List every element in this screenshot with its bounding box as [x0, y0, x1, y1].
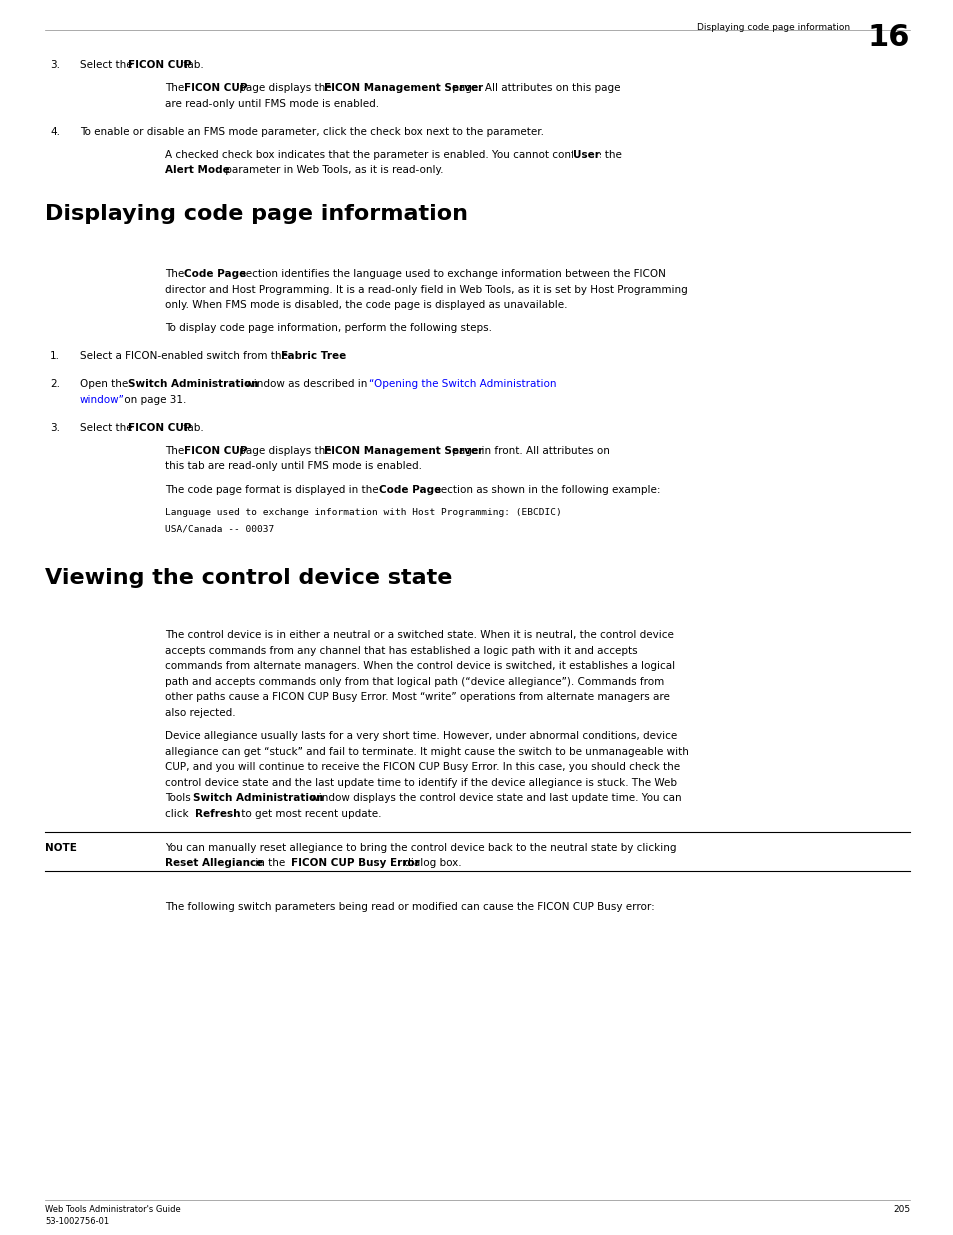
- Text: A checked check box indicates that the parameter is enabled. You cannot configur: A checked check box indicates that the p…: [165, 149, 624, 159]
- Text: The: The: [165, 83, 188, 94]
- Text: tab.: tab.: [180, 61, 204, 70]
- Text: Select the: Select the: [80, 422, 135, 432]
- Text: User: User: [573, 149, 599, 159]
- Text: FICON Management Server: FICON Management Server: [324, 83, 482, 94]
- Text: 16: 16: [866, 23, 909, 52]
- Text: NOTE: NOTE: [45, 842, 77, 852]
- Text: To display code page information, perform the following steps.: To display code page information, perfor…: [165, 324, 492, 333]
- Text: Select the: Select the: [80, 61, 135, 70]
- Text: to get most recent update.: to get most recent update.: [237, 809, 381, 819]
- Text: window”: window”: [80, 395, 125, 405]
- Text: are read-only until FMS mode is enabled.: are read-only until FMS mode is enabled.: [165, 99, 378, 109]
- Text: parameter in Web Tools, as it is read-only.: parameter in Web Tools, as it is read-on…: [222, 165, 443, 175]
- Text: 3.: 3.: [50, 61, 60, 70]
- Text: page. All attributes on this page: page. All attributes on this page: [449, 83, 619, 94]
- Text: 2.: 2.: [50, 379, 60, 389]
- Text: You can manually reset allegiance to bring the control device back to the neutra: You can manually reset allegiance to bri…: [165, 842, 676, 852]
- Text: Fabric Tree: Fabric Tree: [281, 352, 346, 362]
- Text: page displays the: page displays the: [235, 446, 335, 456]
- Text: dialog box.: dialog box.: [400, 858, 461, 868]
- Text: director and Host Programming. It is a read-only field in Web Tools, as it is se: director and Host Programming. It is a r…: [165, 285, 687, 295]
- Text: Open the: Open the: [80, 379, 132, 389]
- Text: 3.: 3.: [50, 422, 60, 432]
- Text: FICON CUP: FICON CUP: [184, 83, 247, 94]
- Text: FICON CUP: FICON CUP: [184, 446, 247, 456]
- Text: Displaying code page information: Displaying code page information: [696, 23, 849, 32]
- Text: control device state and the last update time to identify if the device allegian: control device state and the last update…: [165, 778, 677, 788]
- Text: allegiance can get “stuck” and fail to terminate. It might cause the switch to b: allegiance can get “stuck” and fail to t…: [165, 747, 688, 757]
- Text: The: The: [165, 269, 188, 279]
- Text: Web Tools Administrator's Guide
53-1002756-01: Web Tools Administrator's Guide 53-10027…: [45, 1205, 180, 1226]
- Text: section as shown in the following example:: section as shown in the following exampl…: [432, 484, 659, 495]
- Text: Switch Administration: Switch Administration: [128, 379, 258, 389]
- Text: page displays the: page displays the: [235, 83, 335, 94]
- Text: accepts commands from any channel that has established a logic path with it and : accepts commands from any channel that h…: [165, 646, 637, 656]
- Text: Device allegiance usually lasts for a very short time. However, under abnormal c: Device allegiance usually lasts for a ve…: [165, 731, 677, 741]
- Text: 205: 205: [892, 1205, 909, 1214]
- Text: Select a FICON-enabled switch from the: Select a FICON-enabled switch from the: [80, 352, 291, 362]
- Text: FICON CUP Busy Error: FICON CUP Busy Error: [291, 858, 419, 868]
- Text: on page 31.: on page 31.: [121, 395, 186, 405]
- Text: Displaying code page information: Displaying code page information: [45, 204, 468, 224]
- Text: FICON CUP: FICON CUP: [128, 422, 192, 432]
- Text: 1.: 1.: [50, 352, 60, 362]
- Text: this tab are read-only until FMS mode is enabled.: this tab are read-only until FMS mode is…: [165, 462, 421, 472]
- Text: The: The: [165, 446, 188, 456]
- Text: To enable or disable an FMS mode parameter, click the check box next to the para: To enable or disable an FMS mode paramet…: [80, 127, 543, 137]
- Text: window displays the control device state and last update time. You can: window displays the control device state…: [307, 793, 680, 803]
- Text: Refresh: Refresh: [194, 809, 240, 819]
- Text: .: .: [340, 352, 344, 362]
- Text: Reset Allegiance: Reset Allegiance: [165, 858, 263, 868]
- Text: Code Page: Code Page: [378, 484, 441, 495]
- Text: Viewing the control device state: Viewing the control device state: [45, 568, 452, 588]
- Text: 4.: 4.: [50, 127, 60, 137]
- Text: Tools: Tools: [165, 793, 193, 803]
- Text: The following switch parameters being read or modified can cause the FICON CUP B: The following switch parameters being re…: [165, 902, 654, 911]
- Text: page in front. All attributes on: page in front. All attributes on: [449, 446, 609, 456]
- Text: Language used to exchange information with Host Programming: (EBCDIC): Language used to exchange information wi…: [165, 508, 561, 517]
- Text: other paths cause a FICON CUP Busy Error. Most “write” operations from alternate: other paths cause a FICON CUP Busy Error…: [165, 693, 669, 703]
- Text: click: click: [165, 809, 192, 819]
- Text: FICON Management Server: FICON Management Server: [324, 446, 482, 456]
- Text: Alert Mode: Alert Mode: [165, 165, 230, 175]
- Text: Code Page: Code Page: [184, 269, 246, 279]
- Text: path and accepts commands only from that logical path (“device allegiance”). Com: path and accepts commands only from that…: [165, 677, 663, 687]
- Text: commands from alternate managers. When the control device is switched, it establ: commands from alternate managers. When t…: [165, 662, 675, 672]
- Text: in the: in the: [252, 858, 288, 868]
- Text: USA/Canada -- 00037: USA/Canada -- 00037: [165, 525, 274, 534]
- Text: also rejected.: also rejected.: [165, 708, 235, 718]
- Text: Switch Administration: Switch Administration: [193, 793, 323, 803]
- Text: FICON CUP: FICON CUP: [128, 61, 192, 70]
- Text: The control device is in either a neutral or a switched state. When it is neutra: The control device is in either a neutra…: [165, 630, 673, 641]
- Text: section identifies the language used to exchange information between the FICON: section identifies the language used to …: [236, 269, 665, 279]
- Text: The code page format is displayed in the: The code page format is displayed in the: [165, 484, 381, 495]
- Text: “Opening the Switch Administration: “Opening the Switch Administration: [369, 379, 556, 389]
- Text: tab.: tab.: [180, 422, 204, 432]
- Text: window as described in: window as described in: [242, 379, 370, 389]
- Text: CUP, and you will continue to receive the FICON CUP Busy Error. In this case, yo: CUP, and you will continue to receive th…: [165, 762, 679, 772]
- Text: only. When FMS mode is disabled, the code page is displayed as unavailable.: only. When FMS mode is disabled, the cod…: [165, 300, 567, 310]
